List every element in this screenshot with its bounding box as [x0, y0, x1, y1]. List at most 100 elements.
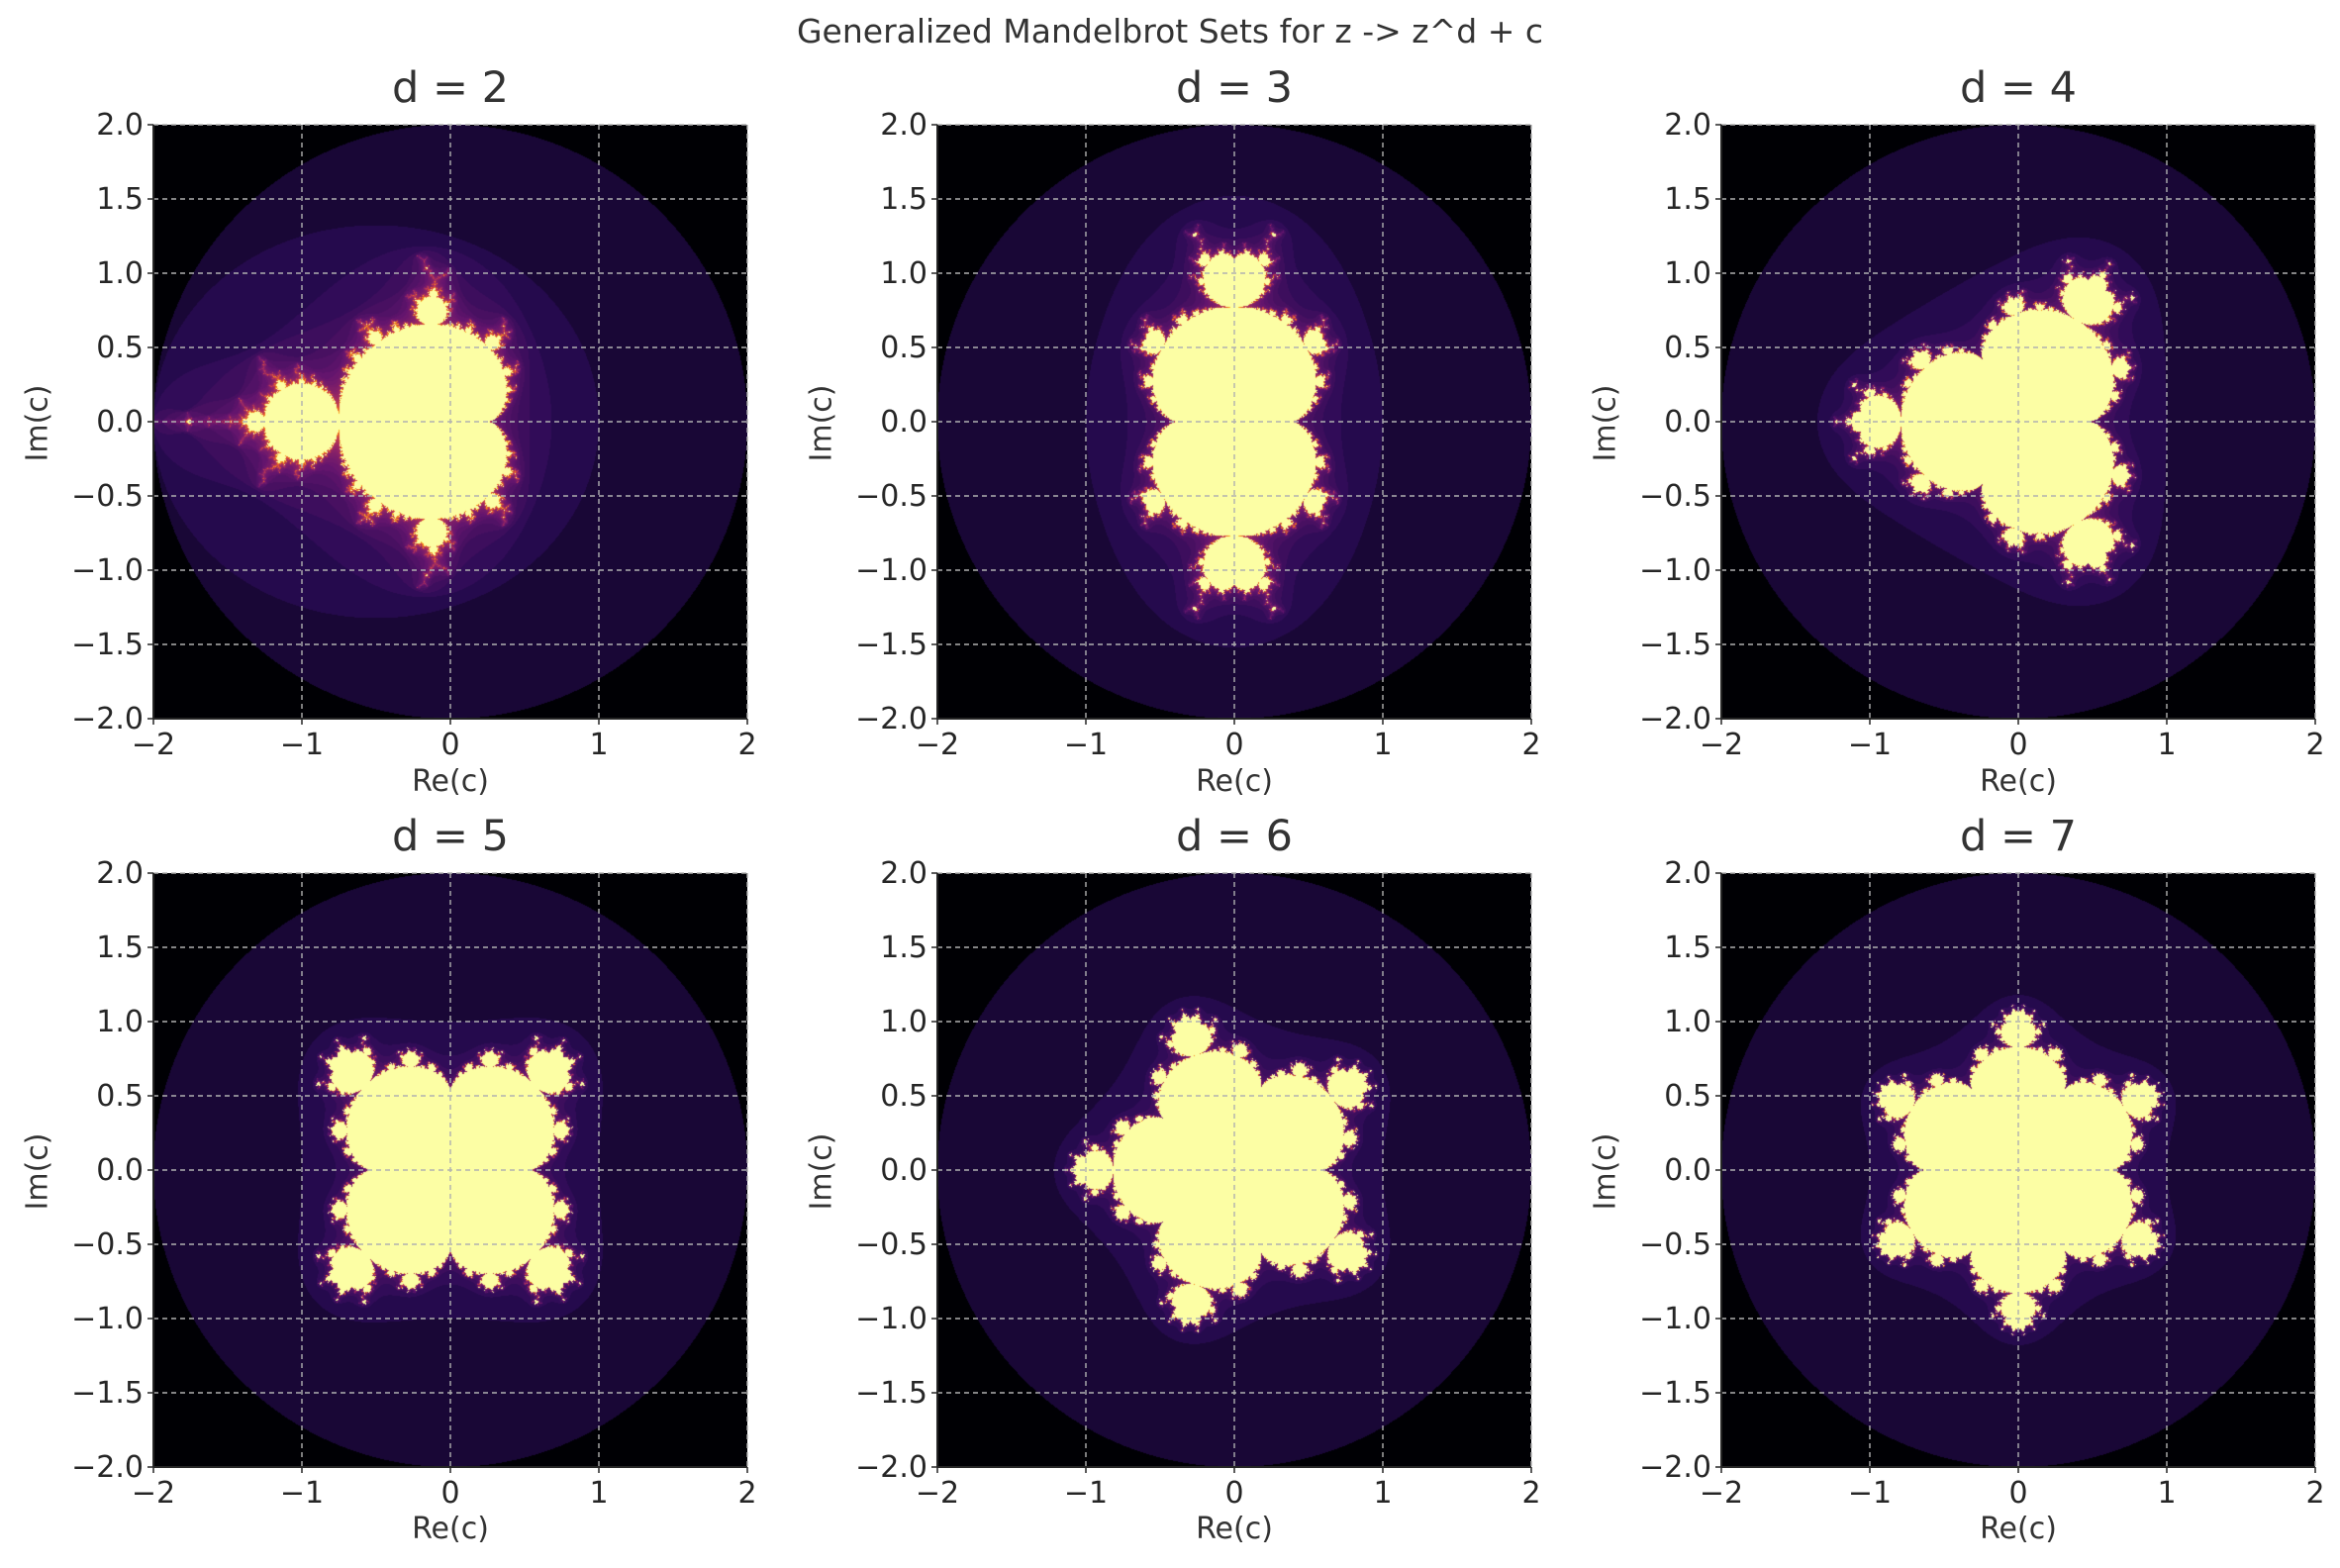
panel-title-d5: d = 5: [391, 812, 510, 861]
x-tick-label: 2: [737, 1476, 756, 1511]
x-tick-label: −2: [132, 728, 175, 762]
x-tick-label: −1: [280, 1476, 324, 1511]
y-tick-label: 2.0: [96, 108, 144, 143]
x-tick-label: −2: [1700, 728, 1743, 762]
y-tick-label: −2.0: [855, 1450, 927, 1485]
y-tick-label: 0.0: [880, 1153, 927, 1188]
xlabel-d7: Re(c): [1980, 1512, 2057, 1546]
y-tick-label: −1.0: [1639, 1302, 1711, 1336]
y-tick-label: 2.0: [1664, 108, 1711, 143]
x-tick-label: −2: [132, 1476, 175, 1511]
ylabel-d6: Im(c): [804, 1132, 839, 1211]
x-tick-label: −2: [916, 728, 959, 762]
y-tick-label: −1.5: [855, 1376, 927, 1411]
y-tick-label: −1.5: [71, 628, 144, 662]
xlabel-d6: Re(c): [1196, 1512, 1273, 1546]
axes-d6: −2 −1 0 1 2 2.0 1.5 1.0 0.5 0.0 −0.5 −1.0 −1.5 −2.0: [855, 856, 1540, 1511]
x-tick-label: 1: [589, 728, 608, 762]
x-tick-label: −1: [280, 728, 324, 762]
y-tick-label: −1.5: [71, 1376, 144, 1411]
y-tick-label: −0.5: [855, 1227, 927, 1262]
x-tick-label: 2: [1521, 728, 1540, 762]
y-tick-label: 0.5: [880, 331, 927, 365]
y-tick-label: 1.5: [1664, 931, 1711, 965]
y-tick-label: 0.0: [96, 1153, 144, 1188]
xlabel-d2: Re(c): [412, 764, 489, 799]
x-tick-label: −2: [916, 1476, 959, 1511]
x-tick-label: 1: [2157, 1476, 2176, 1511]
y-tick-label: −1.5: [1639, 1376, 1711, 1411]
y-tick-label: −0.5: [855, 479, 927, 514]
y-tick-label: −2.0: [855, 702, 927, 736]
y-tick-label: −1.5: [855, 628, 927, 662]
ylabel-d2: Im(c): [20, 384, 55, 462]
y-tick-label: 0.5: [1664, 331, 1711, 365]
x-tick-label: −1: [1848, 1476, 1892, 1511]
ylabel-d3: Im(c): [804, 384, 839, 462]
y-tick-label: 1.0: [1664, 256, 1711, 291]
y-tick-label: −2.0: [1639, 1450, 1711, 1485]
x-tick-label: −1: [1064, 1476, 1108, 1511]
x-tick-label: 2: [737, 728, 756, 762]
y-tick-label: 0.0: [1664, 405, 1711, 440]
y-tick-label: −0.5: [71, 479, 144, 514]
y-tick-label: 1.0: [96, 256, 144, 291]
y-tick-label: 0.5: [96, 1079, 144, 1114]
y-tick-label: −1.0: [1639, 553, 1711, 588]
axes-d2: −2 −1 0 1 2 2.0 1.5 1.0 0.5 0.0 −0.5 −1.0 −1.5 −2.0: [71, 108, 756, 762]
y-tick-label: 1.5: [880, 931, 927, 965]
y-tick-label: 0.0: [1664, 1153, 1711, 1188]
y-tick-label: 2.0: [880, 108, 927, 143]
y-tick-label: 1.0: [880, 256, 927, 291]
axes-d7: −2 −1 0 1 2 2.0 1.5 1.0 0.5 0.0 −0.5 −1.0 −1.5 −2.0: [1639, 856, 2324, 1511]
y-tick-label: 2.0: [880, 856, 927, 891]
x-tick-label: 2: [2305, 1476, 2324, 1511]
xlabel-d5: Re(c): [412, 1512, 489, 1546]
y-tick-label: 1.5: [96, 931, 144, 965]
x-tick-label: −1: [1064, 728, 1108, 762]
x-tick-label: −1: [1848, 728, 1892, 762]
panel-title-d3: d = 3: [1175, 63, 1294, 113]
y-tick-label: 1.5: [880, 182, 927, 217]
x-tick-label: 2: [2305, 728, 2324, 762]
y-tick-label: −1.0: [855, 553, 927, 588]
panel-title-d2: d = 2: [391, 63, 510, 113]
y-tick-label: 1.0: [1664, 1005, 1711, 1039]
y-tick-label: −0.5: [1639, 1227, 1711, 1262]
x-tick-label: 1: [1373, 1476, 1392, 1511]
axes-d5: −2 −1 0 1 2 2.0 1.5 1.0 0.5 0.0 −0.5 −1.0 −1.5 −2.0: [71, 856, 756, 1511]
y-tick-label: −0.5: [1639, 479, 1711, 514]
panel-title-d6: d = 6: [1175, 812, 1294, 861]
y-tick-label: 1.5: [96, 182, 144, 217]
y-tick-label: −2.0: [71, 702, 144, 736]
x-tick-label: 0: [2008, 1476, 2027, 1511]
x-tick-label: 2: [1521, 1476, 1540, 1511]
x-tick-label: 1: [1373, 728, 1392, 762]
xlabel-d4: Re(c): [1980, 764, 2057, 799]
y-tick-label: 0.5: [1664, 1079, 1711, 1114]
axes-d3: −2 −1 0 1 2 2.0 1.5 1.0 0.5 0.0 −0.5 −1.0 −1.5 −2.0: [855, 108, 1540, 762]
y-tick-label: 2.0: [96, 856, 144, 891]
y-tick-label: −0.5: [71, 1227, 144, 1262]
x-tick-label: 0: [440, 728, 459, 762]
x-tick-label: 0: [2008, 728, 2027, 762]
y-tick-label: 0.0: [880, 405, 927, 440]
axes-d4: −2 −1 0 1 2 2.0 1.5 1.0 0.5 0.0 −0.5 −1.0 −1.5 −2.0: [1639, 108, 2324, 762]
x-tick-label: 0: [1224, 1476, 1243, 1511]
y-tick-label: −2.0: [71, 1450, 144, 1485]
y-tick-label: −2.0: [1639, 702, 1711, 736]
y-tick-label: −1.5: [1639, 628, 1711, 662]
ylabel-d5: Im(c): [20, 1132, 55, 1211]
figure-suptitle: Generalized Mandelbrot Sets for z -> z^d…: [796, 12, 1543, 50]
y-tick-label: 0.5: [96, 331, 144, 365]
y-tick-label: −1.0: [71, 1302, 144, 1336]
panel-title-d7: d = 7: [1959, 812, 2078, 861]
x-tick-label: 1: [589, 1476, 608, 1511]
ylabel-d4: Im(c): [1588, 384, 1623, 462]
x-tick-label: 1: [2157, 728, 2176, 762]
x-tick-label: 0: [440, 1476, 459, 1511]
x-tick-label: −2: [1700, 1476, 1743, 1511]
y-tick-label: 0.0: [96, 405, 144, 440]
y-tick-label: 1.5: [1664, 182, 1711, 217]
x-tick-label: 0: [1224, 728, 1243, 762]
